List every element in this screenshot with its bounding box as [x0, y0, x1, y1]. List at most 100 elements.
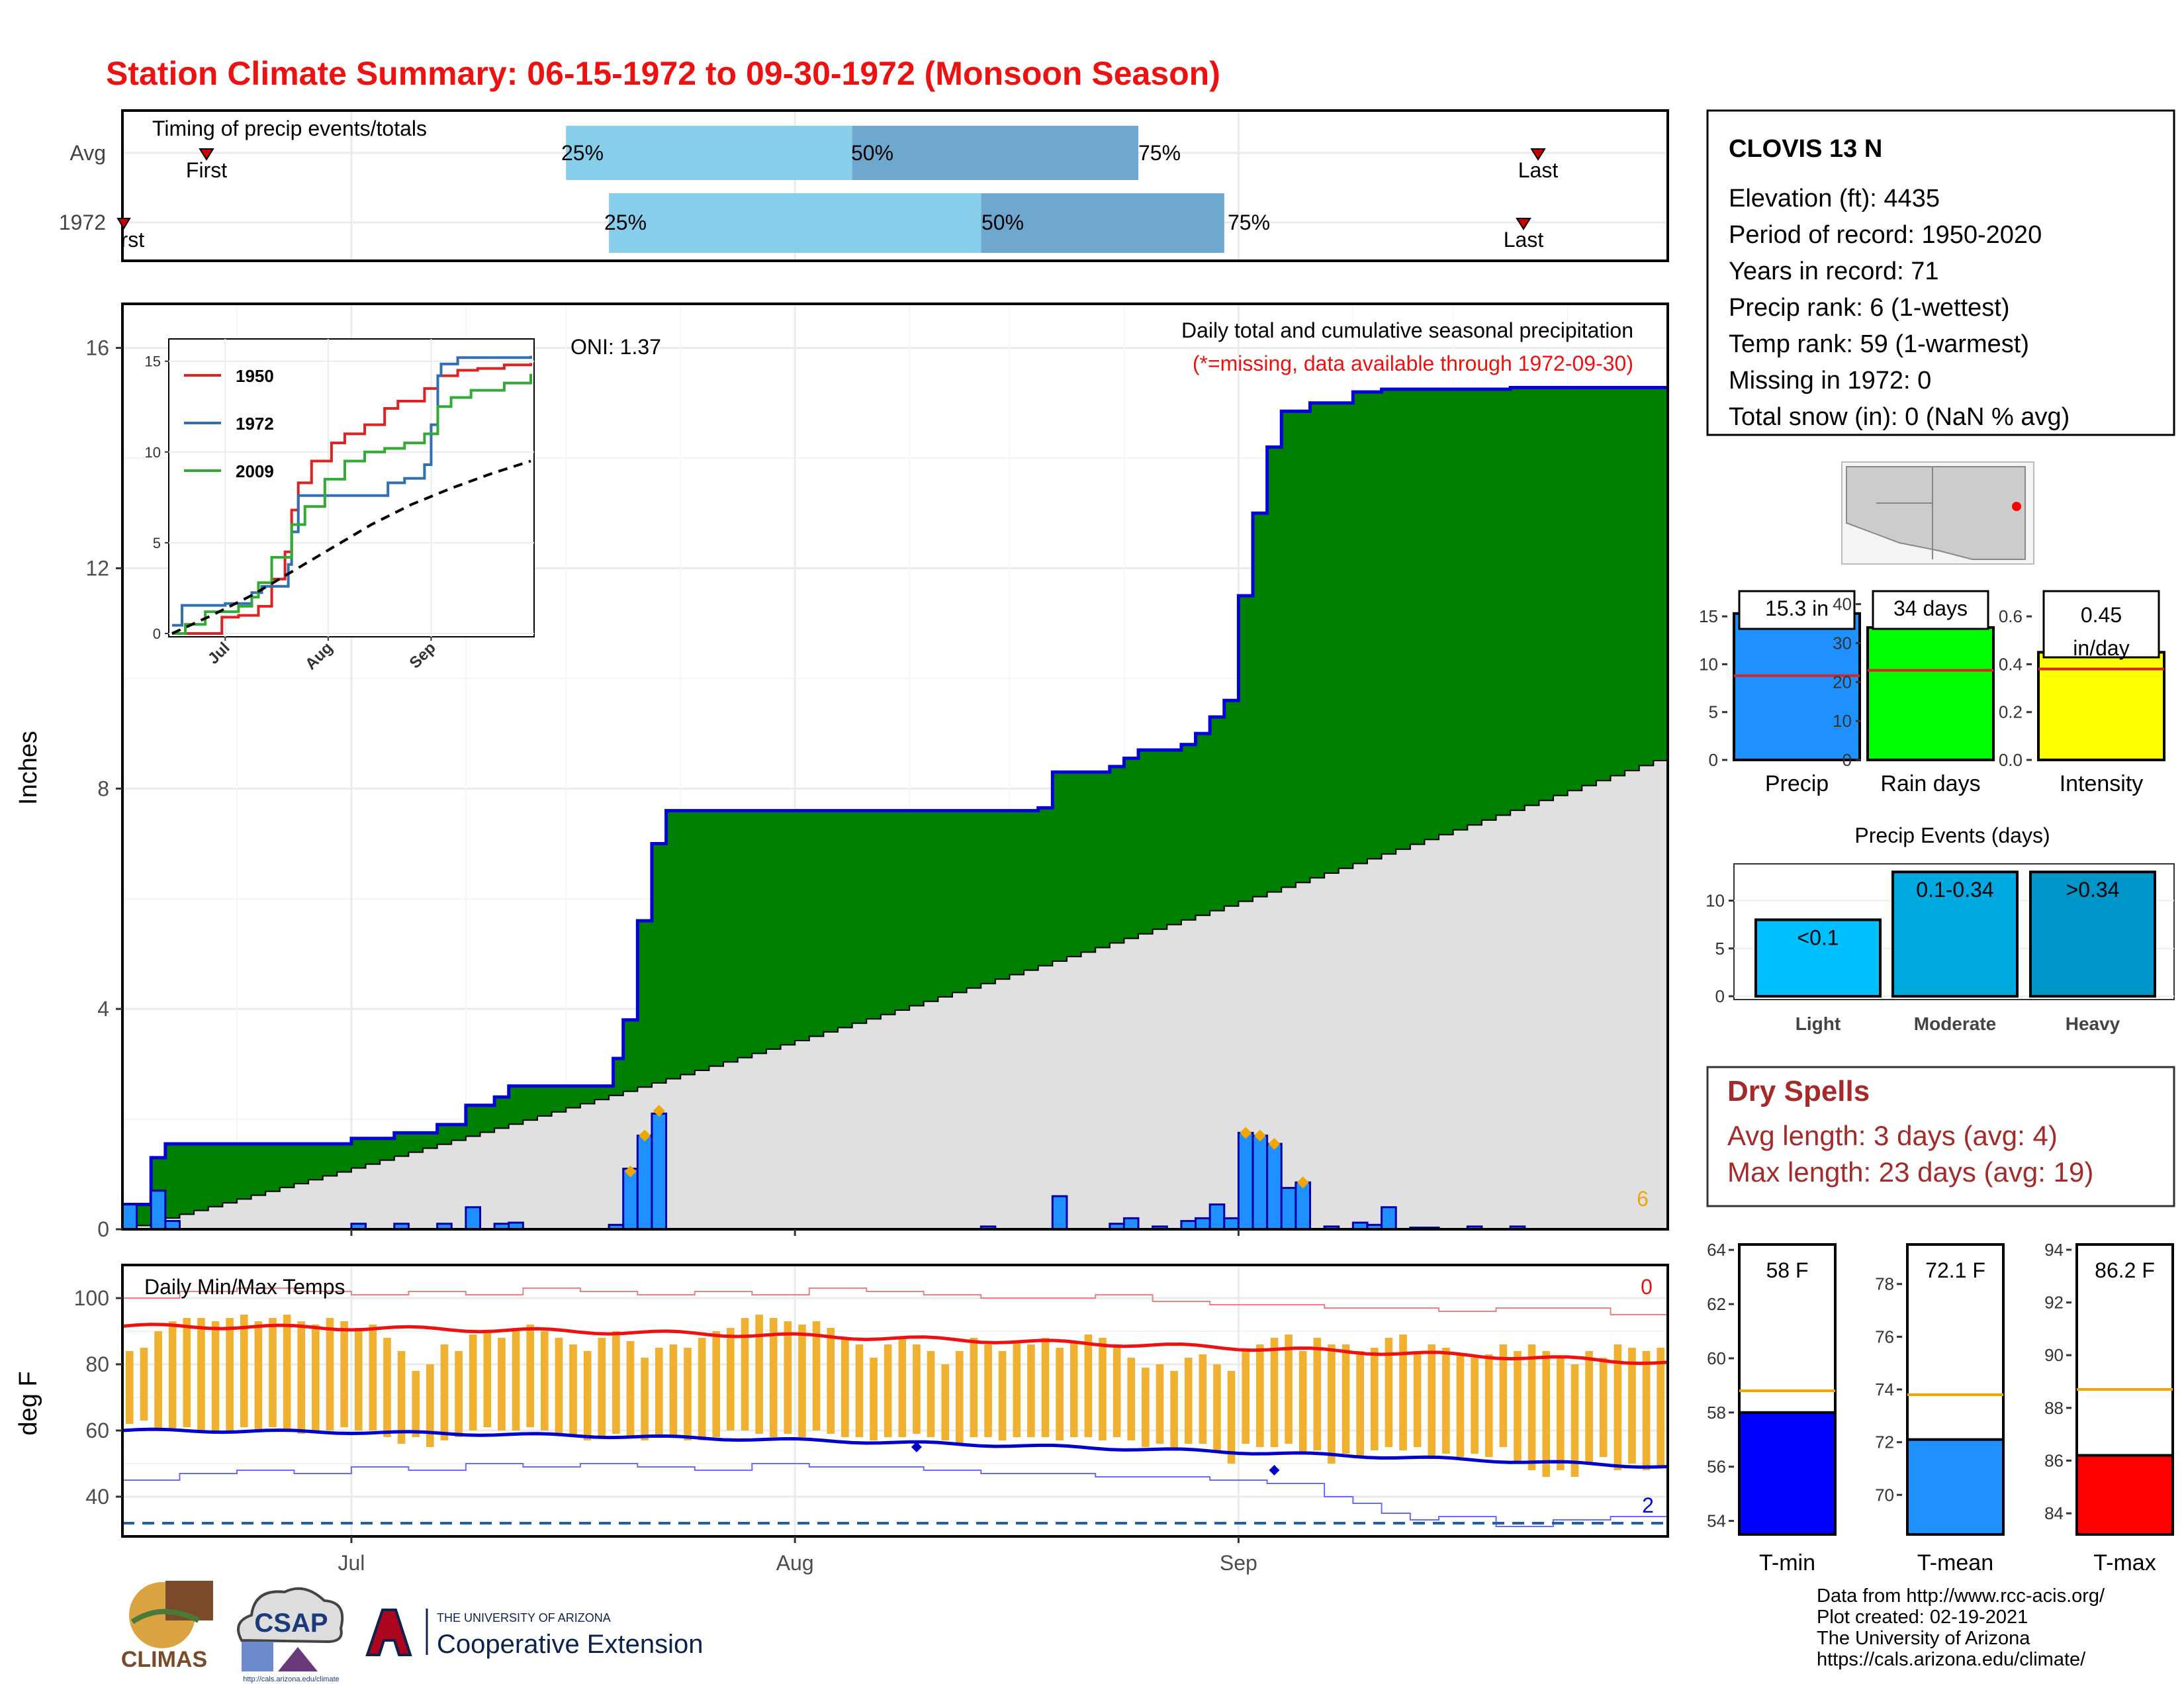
- temp-summary-ytick-label-2: 90: [2044, 1345, 2064, 1365]
- station-line-missing: Missing in 1972: 0: [1729, 367, 1931, 395]
- summary-value-label-2: 0.45: [2081, 603, 2122, 627]
- record-low-marker: [911, 1442, 922, 1452]
- daily-temp-bar: [1342, 1344, 1350, 1454]
- daily-temp-bar: [827, 1328, 835, 1434]
- daily-temp-bar: [1056, 1348, 1064, 1440]
- events-bar-label: >0.34: [2066, 878, 2120, 902]
- daily-temp-bar: [197, 1318, 205, 1430]
- inset-ytick-label: 0: [153, 626, 161, 642]
- daily-temp-bar: [1356, 1351, 1364, 1457]
- daily-temp-bar: [1099, 1338, 1107, 1440]
- daily-max-marker: [639, 1129, 651, 1142]
- daily-temp-bar: [641, 1358, 649, 1440]
- daily-temp-bar: [1657, 1348, 1664, 1467]
- daily-temp-bar: [168, 1321, 177, 1430]
- daily-temp-bar: [383, 1338, 391, 1437]
- main-ytick-label: 12: [85, 556, 109, 580]
- daily-temp-bar: [555, 1338, 563, 1434]
- daily-temp-bar: [1428, 1344, 1436, 1457]
- summary-bar-1: [1866, 626, 1995, 761]
- avg-p25-label: 25%: [561, 141, 604, 165]
- events-title: Precip Events (days): [1854, 823, 2050, 847]
- oni-label: ONI: 1.37: [570, 335, 661, 359]
- location-map: [1841, 461, 2034, 565]
- daily-temp-bar: [354, 1328, 363, 1430]
- credit-line-1: Data from http://www.rcc-acis.org/: [1817, 1585, 2105, 1607]
- cumulative-average-line: [122, 755, 1668, 1229]
- daily-temp-bar: [540, 1331, 549, 1430]
- daily-temp-bar: [1471, 1358, 1479, 1454]
- station-line-temp-rank: Temp rank: 59 (1-warmest): [1729, 330, 2029, 358]
- temp-summary-ytick-label-1: 70: [1875, 1485, 1894, 1505]
- daily-temp-bar: [741, 1318, 749, 1430]
- daily-temp-bar: [1142, 1368, 1150, 1447]
- daily-temp-bar: [469, 1335, 477, 1430]
- temp-summary-ytick-label-0: 56: [1707, 1457, 1726, 1477]
- summary-bar-label-1: Rain days: [1880, 771, 1980, 796]
- daily-precip-bar: [1195, 1217, 1211, 1229]
- footer-credits: Data from http://www.rcc-acis.org/ Plot …: [1817, 1585, 2105, 1670]
- daily-temp-bar: [769, 1318, 778, 1437]
- daily-temp-bar: [1156, 1364, 1164, 1444]
- events-bar-light: [1754, 918, 1882, 998]
- daily-temp-bar: [1313, 1338, 1322, 1450]
- daily-temp-bar: [684, 1348, 692, 1440]
- daily-temp-bar: [1184, 1358, 1193, 1444]
- daily-temp-bar: [1242, 1351, 1250, 1444]
- daily-precip-bar: [1280, 1187, 1297, 1229]
- summary-value-label-0: 15.3 in: [1765, 596, 1829, 620]
- summary-ytick-label-2: 0.6: [1999, 606, 2023, 626]
- record-max-line: [122, 1288, 1668, 1318]
- y1972-first-marker: [116, 218, 131, 230]
- temp-summary-ytick-label-0: 62: [1707, 1294, 1726, 1314]
- precip-main-panel: 0 4 8 12 16 Inches Daily total and cumulativ…: [15, 303, 1669, 1241]
- temp-summary-bar-1: [1906, 1438, 2005, 1536]
- daily-temp-bar: [1385, 1338, 1393, 1447]
- summary-ytick-label-0: 15: [1699, 606, 1718, 626]
- temp-summary-ytick-label-1: 76: [1875, 1327, 1894, 1346]
- summary-ytick-label-2: 0.0: [1999, 750, 2023, 770]
- daily-temp-bar: [397, 1351, 406, 1444]
- daily-temp-bar: [512, 1328, 520, 1430]
- daily-temp-bar: [226, 1318, 234, 1430]
- daily-temp-bar: [1499, 1344, 1508, 1447]
- daily-temp-bar: [1227, 1371, 1236, 1464]
- timing-bar-q2: [566, 126, 852, 180]
- temp-grid: [124, 1266, 1666, 1535]
- page-title: Station Climate Summary: 06-15-1972 to 0…: [106, 55, 1220, 92]
- avg-p50-label: 50%: [851, 141, 893, 165]
- daily-max-marker: [1297, 1176, 1309, 1189]
- events-category-label: Heavy: [2066, 1013, 2120, 1034]
- daily-temp-bar: [927, 1351, 935, 1437]
- dry-spells-box: Dry Spells Avg length: 3 days (avg: 4) M…: [1706, 1066, 2175, 1207]
- daily-temp-bar: [1041, 1338, 1050, 1437]
- daily-precip-bar: [1223, 1217, 1240, 1229]
- daily-temp-bar: [1456, 1354, 1465, 1457]
- daily-temp-bar: [1570, 1364, 1579, 1477]
- station-line-elevation: Elevation (ft): 4435: [1729, 185, 1940, 212]
- daily-temp-bar: [1328, 1344, 1336, 1464]
- temp-plot: [122, 1288, 1668, 1527]
- daily-temp-bar: [1199, 1354, 1207, 1444]
- daily-temp-bar: [1614, 1344, 1622, 1470]
- main-subheader: (*=missing, data available through 1972-…: [1193, 352, 1633, 375]
- summary-value-box-2: [2042, 590, 2160, 659]
- events-bar-label: <0.1: [1797, 925, 1839, 949]
- temp-summary-value-1: 72.1 F: [1925, 1258, 1985, 1282]
- temp-header: Daily Min/Max Temps: [144, 1275, 345, 1299]
- daily-precip-bar: [1251, 1135, 1269, 1229]
- daily-max-marker: [1268, 1138, 1281, 1150]
- daily-precip-bar: [1295, 1181, 1311, 1229]
- summary-ytick-label-1: 10: [1833, 711, 1852, 731]
- daily-temp-bar: [784, 1321, 792, 1434]
- main-grid: [122, 305, 1666, 1231]
- avg-max-temp-line: [122, 1323, 1668, 1366]
- temp-summary-ytick-label-0: 54: [1707, 1511, 1726, 1531]
- daily-temp-bar: [626, 1341, 635, 1437]
- daily-temp-bar: [898, 1338, 907, 1437]
- daily-temp-bar: [1027, 1344, 1035, 1437]
- temp-summary-label-0: T-min: [1759, 1550, 1815, 1575]
- daily-temp-bar: [283, 1315, 291, 1430]
- daily-temp-bar: [712, 1331, 721, 1437]
